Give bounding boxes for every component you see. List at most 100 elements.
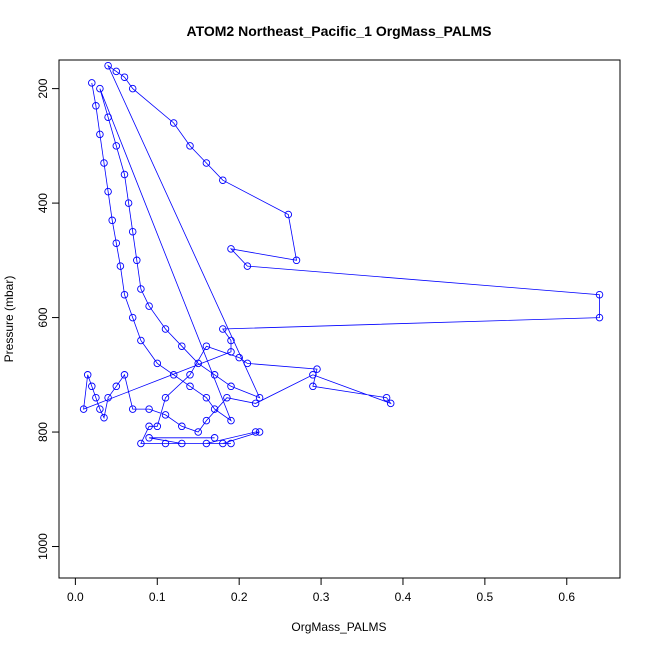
data-point bbox=[292, 256, 301, 265]
data-point bbox=[386, 399, 395, 408]
data-point bbox=[96, 405, 104, 413]
data-point bbox=[202, 342, 211, 350]
y-tick-label: 200 bbox=[36, 78, 50, 98]
data-point bbox=[309, 371, 317, 379]
data-point bbox=[194, 359, 202, 368]
data-point bbox=[227, 382, 235, 391]
data-point bbox=[178, 422, 186, 431]
data-point bbox=[227, 336, 235, 345]
data-point bbox=[243, 262, 252, 270]
data-point bbox=[104, 61, 112, 70]
y-tick-label: 400 bbox=[36, 193, 50, 213]
data-point bbox=[313, 365, 321, 373]
data-point bbox=[235, 353, 243, 362]
data-point bbox=[251, 428, 260, 436]
data-point bbox=[120, 290, 129, 299]
data-point bbox=[309, 382, 317, 391]
data-point bbox=[116, 262, 125, 270]
data-point bbox=[243, 359, 252, 368]
data-point bbox=[137, 439, 145, 448]
data-point bbox=[202, 159, 211, 167]
data-point bbox=[137, 336, 145, 345]
data-point bbox=[227, 439, 235, 448]
y-tick-label: 800 bbox=[36, 422, 50, 442]
data-point bbox=[178, 342, 186, 350]
data-point bbox=[112, 67, 121, 76]
data-point bbox=[202, 439, 211, 448]
data-point bbox=[255, 428, 264, 436]
data-point bbox=[186, 382, 194, 391]
data-point bbox=[128, 405, 137, 413]
data-point bbox=[161, 439, 170, 448]
data-point bbox=[153, 422, 162, 431]
data-point bbox=[79, 405, 88, 413]
data-point bbox=[178, 439, 186, 448]
data-point bbox=[100, 159, 108, 167]
data-point bbox=[104, 393, 112, 402]
data-point bbox=[104, 113, 112, 121]
x-tick-label: 0.6 bbox=[558, 590, 575, 604]
data-point bbox=[186, 142, 194, 150]
data-point bbox=[128, 227, 137, 236]
data-point bbox=[104, 187, 112, 196]
data-point bbox=[194, 428, 202, 436]
data-point bbox=[88, 382, 96, 391]
data-point bbox=[92, 102, 100, 110]
chart-title: ATOM2 Northeast_Pacific_1 OrgMass_PALMS bbox=[187, 23, 492, 39]
data-point bbox=[92, 393, 100, 402]
data-point bbox=[161, 325, 170, 333]
data-point bbox=[210, 405, 219, 413]
x-axis: 0.0 0.1 0.2 0.3 0.4 0.5 0.6 bbox=[67, 577, 575, 604]
data-point bbox=[223, 393, 231, 402]
data-point bbox=[112, 239, 121, 247]
y-tick-label: 1000 bbox=[36, 533, 50, 560]
data-point bbox=[219, 325, 227, 333]
data-point bbox=[202, 416, 211, 425]
data-point bbox=[120, 371, 129, 379]
x-tick-label: 0.1 bbox=[149, 590, 166, 604]
data-point bbox=[108, 216, 116, 225]
x-tick-label: 0.4 bbox=[395, 590, 412, 604]
data-point bbox=[186, 371, 194, 379]
data-point bbox=[145, 405, 153, 413]
x-tick-label: 0.5 bbox=[477, 590, 494, 604]
data-point bbox=[210, 434, 219, 442]
series-line bbox=[83, 64, 600, 444]
data-point bbox=[145, 434, 153, 442]
data-point bbox=[96, 84, 104, 93]
data-point bbox=[133, 256, 141, 265]
data-point bbox=[210, 371, 219, 379]
data-point bbox=[255, 393, 264, 402]
data-point bbox=[284, 210, 293, 219]
x-tick-label: 0.3 bbox=[313, 590, 330, 604]
data-point bbox=[595, 313, 604, 322]
y-axis: 200 400 600 800 1000 bbox=[36, 78, 60, 560]
data-point bbox=[227, 416, 235, 425]
data-point bbox=[128, 84, 137, 93]
data-point bbox=[100, 413, 108, 422]
data-point bbox=[120, 170, 129, 179]
y-axis-label: Pressure (mbar) bbox=[2, 276, 16, 363]
plot-content bbox=[79, 61, 604, 448]
data-point bbox=[169, 371, 178, 379]
data-point bbox=[120, 73, 129, 81]
data-point bbox=[112, 382, 121, 391]
data-point bbox=[83, 371, 92, 379]
data-point bbox=[153, 359, 162, 368]
data-point bbox=[595, 290, 604, 299]
x-tick-label: 0.2 bbox=[231, 590, 248, 604]
x-tick-label: 0.0 bbox=[67, 590, 84, 604]
data-point bbox=[219, 439, 227, 448]
data-point bbox=[202, 393, 211, 402]
data-point bbox=[128, 313, 137, 322]
data-point bbox=[124, 199, 133, 207]
data-point bbox=[96, 130, 104, 139]
data-point bbox=[227, 348, 235, 356]
data-point bbox=[161, 393, 170, 402]
data-point bbox=[145, 302, 153, 310]
y-tick-label: 600 bbox=[36, 307, 50, 327]
data-point bbox=[161, 411, 170, 419]
data-point bbox=[219, 176, 227, 184]
